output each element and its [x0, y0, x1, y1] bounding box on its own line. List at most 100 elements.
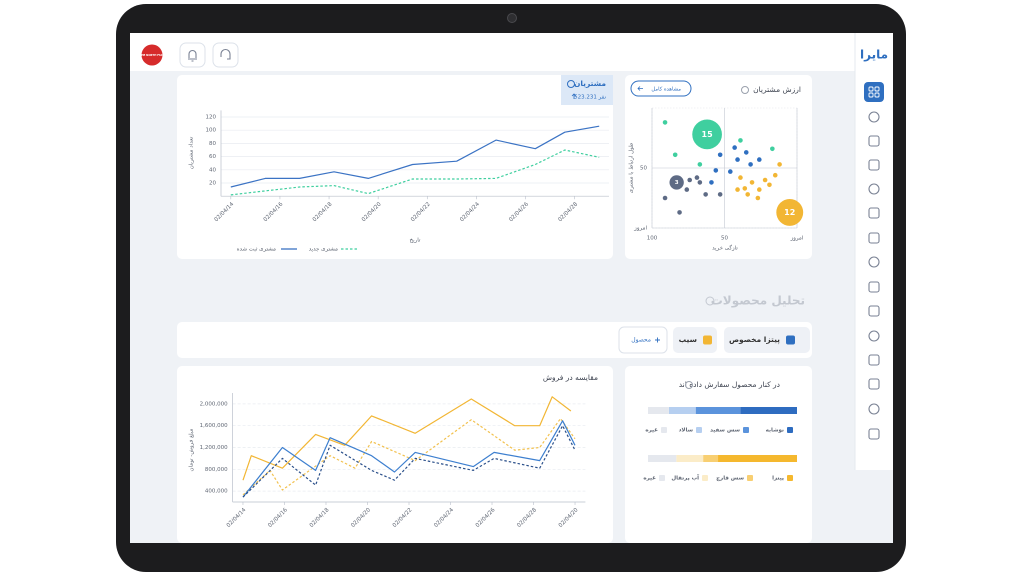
nav-icon[interactable]	[868, 281, 880, 293]
scatter-point	[717, 192, 723, 197]
legend-label: سالاد	[679, 428, 693, 434]
bubble	[692, 119, 722, 150]
scatter-point	[713, 168, 719, 173]
scatter-point	[748, 162, 753, 167]
scatter-point	[749, 180, 755, 185]
nav-icon[interactable]	[868, 428, 880, 440]
scatter-point	[738, 138, 743, 143]
basket-title: در کنار محصول سفارش داده اند	[679, 380, 780, 389]
nav-icon[interactable]	[868, 135, 880, 147]
x-tick-label: امروز	[790, 236, 804, 242]
nav-icon[interactable]	[868, 330, 880, 342]
nav-icon[interactable]	[868, 111, 880, 123]
support-button[interactable]	[212, 42, 239, 68]
y-tick-label: 800,000	[205, 467, 228, 473]
scatter-point	[694, 175, 700, 180]
arrow-icon	[637, 86, 643, 91]
bar-segment	[648, 455, 677, 462]
bar-segment	[648, 407, 669, 414]
bar-segment	[676, 455, 704, 462]
bubble-label: 12	[784, 208, 795, 217]
nav-active[interactable]	[864, 82, 884, 102]
nav-icon[interactable]	[868, 305, 880, 317]
bar-segment	[703, 455, 719, 462]
legend-label: سس قارچ	[716, 476, 744, 482]
filter-chip[interactable]	[673, 327, 717, 353]
brand: مایرا	[860, 48, 888, 62]
nav-icon-part	[868, 92, 874, 98]
value-card	[625, 75, 812, 259]
nav-icon[interactable]	[868, 403, 880, 415]
filter-chip[interactable]	[724, 327, 810, 353]
avatar-text: THE NORTH FACE	[140, 53, 165, 57]
y-axis-label: مبلغ فروش- تومان	[189, 428, 195, 471]
bell-button[interactable]	[179, 42, 206, 68]
customers-card	[177, 75, 613, 259]
scatter-point	[755, 195, 761, 201]
legend-label: سس سفید	[710, 428, 740, 434]
nav-icon-part	[874, 92, 880, 98]
scatter-point	[738, 175, 743, 180]
y-tick-label: 40	[209, 167, 216, 173]
legend-label: مشتری ثبت شده	[237, 247, 276, 253]
scatter-point	[757, 157, 762, 162]
nav-icon[interactable]	[868, 183, 880, 195]
scatter-point	[770, 146, 775, 152]
y-tick-label: 400,000	[205, 489, 228, 495]
scatter-point	[762, 177, 768, 183]
bar-segment	[718, 455, 797, 462]
customers-tab[interactable]	[561, 75, 613, 105]
bell-icon	[188, 49, 197, 62]
scatter-point	[662, 120, 668, 125]
legend-swatch	[702, 475, 708, 481]
y-axis-label: تعداد مشتریان	[189, 136, 195, 169]
scatter-point	[717, 152, 723, 158]
x-tick-label: 100	[647, 236, 658, 242]
chip-label: سیب	[679, 335, 697, 344]
bar-segment	[695, 407, 741, 414]
nav-icon[interactable]	[868, 354, 880, 366]
x-axis-label: تازگی خرید	[712, 245, 738, 252]
view-all-button[interactable]	[630, 80, 692, 97]
basket-card	[625, 366, 812, 543]
info-icon	[705, 296, 715, 306]
customers-total: 523.231 نفر	[574, 95, 606, 101]
series-line	[242, 420, 576, 498]
bubble-label: 15	[702, 130, 714, 139]
nav-icon[interactable]	[868, 159, 880, 171]
series-line	[242, 396, 572, 481]
legend-label: آب پرتقال	[671, 474, 699, 482]
add-product-button[interactable]	[618, 326, 668, 354]
scatter-point	[767, 182, 772, 188]
bubble	[776, 198, 804, 226]
legend-label: غیره	[645, 428, 658, 434]
avatar[interactable]	[141, 44, 163, 66]
y-tick-label: 100	[206, 128, 217, 134]
bubble	[669, 175, 684, 190]
legend-swatch	[743, 427, 749, 433]
y-tick-label: 60	[209, 154, 216, 160]
y-tick-label: 1,200,000	[200, 445, 228, 451]
nav-icon-part	[868, 86, 874, 92]
legend-swatch	[787, 427, 793, 433]
customers-title: مشتریان	[574, 79, 606, 88]
scatter-point	[772, 172, 778, 178]
legend-label: نوشابه	[766, 428, 784, 434]
scatter-point	[735, 157, 740, 162]
legend-swatch	[747, 475, 753, 481]
nav-icon[interactable]	[868, 378, 880, 390]
legend-swatch	[696, 427, 702, 433]
bar-segment	[668, 407, 696, 414]
nav-icon[interactable]	[868, 207, 880, 219]
scatter-point	[743, 150, 749, 155]
y-tick-label: 1,600,000	[200, 423, 228, 429]
sales-title: مقایسه در فروش	[543, 373, 598, 382]
value-title: ارزش مشتریان	[753, 85, 801, 94]
nav-icon[interactable]	[868, 256, 880, 268]
nav-icon[interactable]	[868, 232, 880, 244]
series-line	[242, 418, 576, 496]
scatter-point	[697, 180, 703, 185]
legend-label: پیتزا	[772, 476, 784, 482]
scatter-point	[777, 162, 782, 167]
